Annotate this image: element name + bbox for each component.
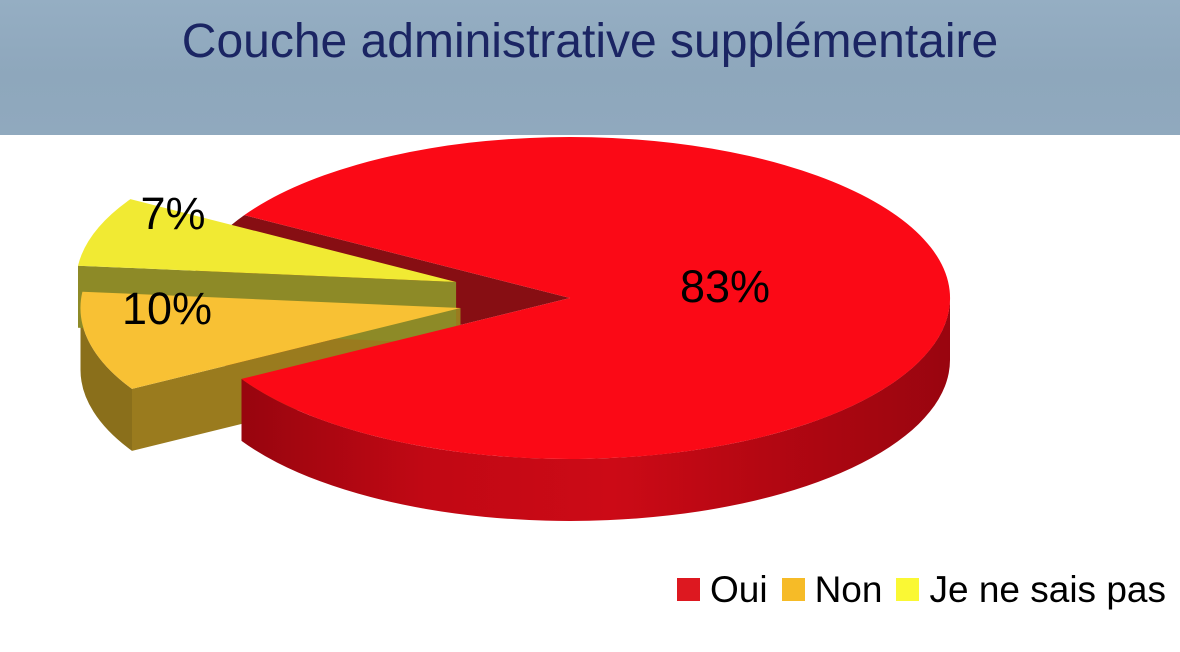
pie-slice-jnsp-top <box>78 199 457 282</box>
legend-label-oui: Oui <box>710 568 768 610</box>
pie-slice-non-arc-wall <box>80 308 132 451</box>
slice-label-oui: 83% <box>679 261 771 312</box>
slice-label-non: 10% <box>121 283 213 334</box>
pie-slice-oui-top <box>241 137 951 460</box>
slice-label-je-ne-sais-pas: 7% <box>140 188 206 239</box>
title-banner: Couche administrative supplémentaire <box>0 0 1180 135</box>
legend-label-je-ne-sais-pas: Je ne sais pas <box>929 568 1166 610</box>
legend-swatch-oui-icon <box>677 577 700 601</box>
pie-slice-oui-rim <box>241 298 950 521</box>
legend-item-non: Non <box>781 568 883 610</box>
legend-swatch-non-icon <box>781 577 805 601</box>
legend-item-je-ne-sais-pas: Je ne sais pas <box>896 571 1166 608</box>
legend-item-oui: Oui <box>677 571 768 608</box>
legend-label-non: Non <box>814 568 883 610</box>
slide-title: Couche administrative supplémentaire <box>181 15 999 68</box>
legend-swatch-je-ne-sais-pas-icon <box>896 577 920 601</box>
pie-slice-non-top <box>80 291 461 389</box>
legend: Oui Non Je ne sais pas <box>677 568 1166 610</box>
